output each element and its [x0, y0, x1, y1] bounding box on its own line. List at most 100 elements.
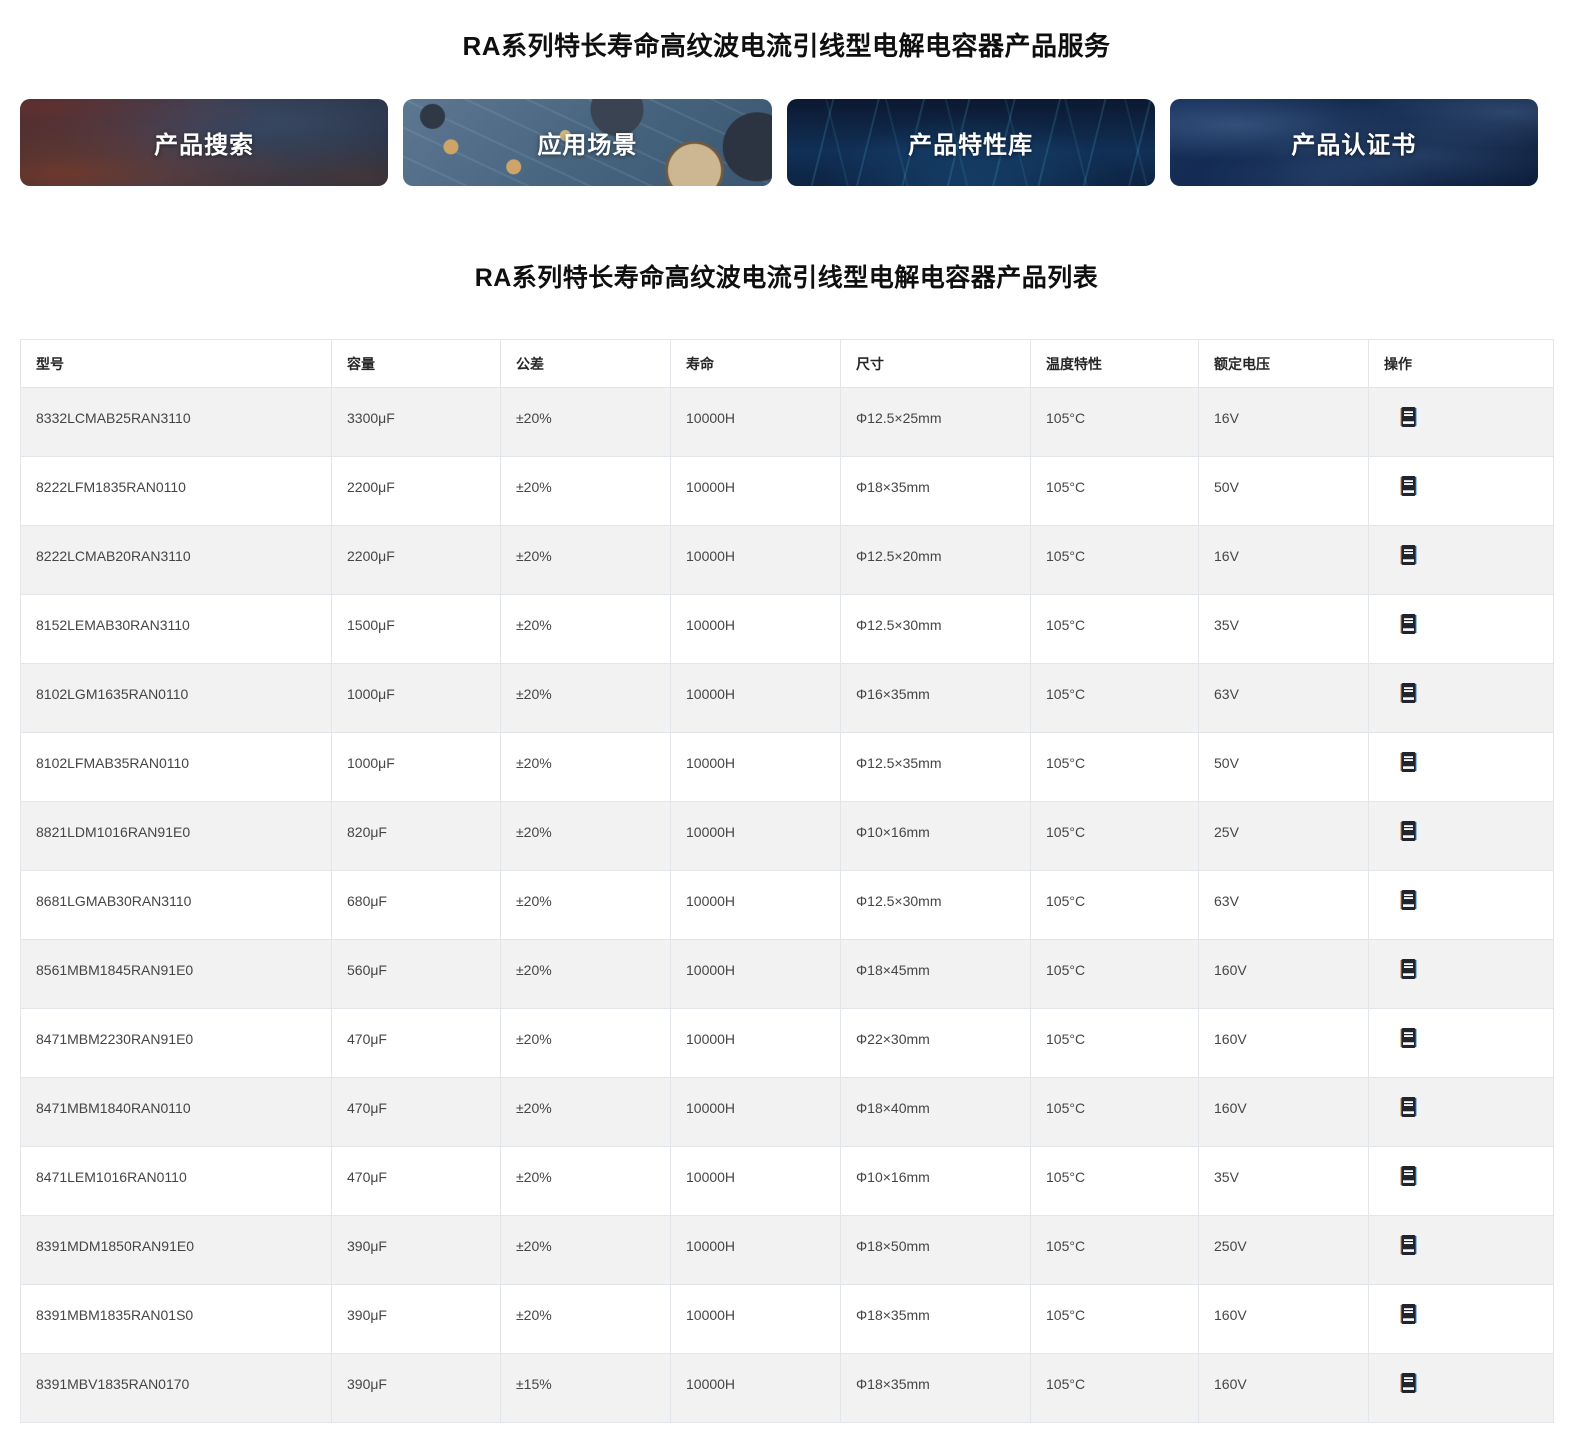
cell-action — [1368, 525, 1554, 595]
book-icon[interactable] — [1400, 959, 1417, 979]
book-icon[interactable] — [1400, 683, 1417, 703]
cell-temperature: 105°C — [1030, 1008, 1199, 1078]
cell-lifetime: 10000H — [670, 1077, 841, 1147]
cell-temperature: 105°C — [1030, 870, 1199, 940]
book-icon[interactable] — [1400, 1304, 1417, 1324]
book-icon[interactable] — [1400, 752, 1417, 772]
cell-tolerance: ±20% — [500, 456, 671, 526]
cell-action — [1368, 663, 1554, 733]
cell-model: 8391MBV1835RAN0170 — [20, 1353, 332, 1423]
cell-capacity: 3300μF — [331, 387, 501, 457]
cell-rated-voltage: 35V — [1198, 1146, 1369, 1216]
cell-model: 8471LEM1016RAN0110 — [20, 1146, 332, 1216]
cell-model: 8102LFMAB35RAN0110 — [20, 732, 332, 802]
book-icon[interactable] — [1400, 1235, 1417, 1255]
book-icon[interactable] — [1400, 614, 1417, 634]
cell-capacity: 470μF — [331, 1008, 501, 1078]
book-icon[interactable] — [1400, 1166, 1417, 1186]
cell-temperature: 105°C — [1030, 1284, 1199, 1354]
column-header-lifetime: 寿命 — [670, 339, 841, 388]
nav-cards: 产品搜索 应用场景 产品特性库 产品认证书 — [20, 99, 1538, 186]
table-row: 8561MBM1845RAN91E0 560μF ±20% 10000H Φ18… — [20, 939, 1554, 1009]
cell-action — [1368, 732, 1554, 802]
cell-action — [1368, 1146, 1554, 1216]
cell-model: 8222LFM1835RAN0110 — [20, 456, 332, 526]
cell-action — [1368, 1008, 1554, 1078]
cell-lifetime: 10000H — [670, 387, 841, 457]
book-icon[interactable] — [1400, 1373, 1417, 1393]
cell-lifetime: 10000H — [670, 525, 841, 595]
table-row: 8681LGMAB30RAN3110 680μF ±20% 10000H Φ12… — [20, 870, 1554, 940]
cell-rated-voltage: 50V — [1198, 456, 1369, 526]
column-header-model: 型号 — [20, 339, 332, 388]
nav-card-product-characteristics-library[interactable]: 产品特性库 — [786, 99, 1155, 186]
table-row: 8332LCMAB25RAN3110 3300μF ±20% 10000H Φ1… — [20, 387, 1554, 457]
cell-lifetime: 10000H — [670, 801, 841, 871]
book-icon[interactable] — [1400, 545, 1417, 565]
book-icon[interactable] — [1400, 476, 1417, 496]
cell-model: 8391MBM1835RAN01S0 — [20, 1284, 332, 1354]
cell-rated-voltage: 250V — [1198, 1215, 1369, 1285]
cell-tolerance: ±20% — [500, 1077, 671, 1147]
cell-lifetime: 10000H — [670, 663, 841, 733]
cell-temperature: 105°C — [1030, 732, 1199, 802]
book-icon[interactable] — [1400, 1097, 1417, 1117]
cell-size: Φ18×35mm — [840, 1284, 1031, 1354]
cell-size: Φ18×50mm — [840, 1215, 1031, 1285]
book-icon[interactable] — [1400, 821, 1417, 841]
column-header-rated-voltage: 额定电压 — [1198, 339, 1369, 388]
column-header-temperature: 温度特性 — [1030, 339, 1199, 388]
nav-card-application-scenarios[interactable]: 应用场景 — [403, 99, 772, 186]
cell-lifetime: 10000H — [670, 939, 841, 1009]
cell-temperature: 105°C — [1030, 387, 1199, 457]
cell-capacity: 390μF — [331, 1353, 501, 1423]
cell-model: 8471MBM2230RAN91E0 — [20, 1008, 332, 1078]
cell-action — [1368, 456, 1554, 526]
cell-capacity: 820μF — [331, 801, 501, 871]
cell-capacity: 470μF — [331, 1146, 501, 1216]
table-row: 8391MBM1835RAN01S0 390μF ±20% 10000H Φ18… — [20, 1284, 1554, 1354]
table-row: 8471MBM2230RAN91E0 470μF ±20% 10000H Φ22… — [20, 1008, 1554, 1078]
cell-capacity: 390μF — [331, 1215, 501, 1285]
nav-card-label: 产品认证书 — [1291, 132, 1417, 159]
cell-model: 8332LCMAB25RAN3110 — [20, 387, 332, 457]
cell-model: 8222LCMAB20RAN3110 — [20, 525, 332, 595]
cell-tolerance: ±20% — [500, 939, 671, 1009]
cell-tolerance: ±20% — [500, 525, 671, 595]
cell-action — [1368, 1077, 1554, 1147]
table-header-row: 型号 容量 公差 寿命 尺寸 温度特性 额定电压 操作 — [20, 339, 1554, 388]
cell-size: Φ18×35mm — [840, 456, 1031, 526]
cell-lifetime: 10000H — [670, 870, 841, 940]
table-row: 8222LCMAB20RAN3110 2200μF ±20% 10000H Φ1… — [20, 525, 1554, 595]
book-icon[interactable] — [1400, 890, 1417, 910]
table-row: 8391MBV1835RAN0170 390μF ±15% 10000H Φ18… — [20, 1353, 1554, 1423]
cell-lifetime: 10000H — [670, 594, 841, 664]
cell-temperature: 105°C — [1030, 663, 1199, 733]
book-icon[interactable] — [1400, 407, 1417, 427]
nav-card-product-certificates[interactable]: 产品认证书 — [1169, 99, 1538, 186]
book-icon[interactable] — [1400, 1028, 1417, 1048]
cell-action — [1368, 870, 1554, 940]
cell-rated-voltage: 160V — [1198, 1353, 1369, 1423]
nav-card-product-search[interactable]: 产品搜索 — [20, 99, 389, 186]
cell-model: 8391MDM1850RAN91E0 — [20, 1215, 332, 1285]
page-title: RA系列特长寿命高纹波电流引线型电解电容器产品服务 — [462, 31, 1111, 61]
cell-tolerance: ±20% — [500, 1284, 671, 1354]
cell-temperature: 105°C — [1030, 1146, 1199, 1216]
cell-size: Φ18×35mm — [840, 1353, 1031, 1423]
cell-rated-voltage: 16V — [1198, 525, 1369, 595]
cell-action — [1368, 1284, 1554, 1354]
cell-capacity: 680μF — [331, 870, 501, 940]
cell-size: Φ12.5×30mm — [840, 594, 1031, 664]
column-header-size: 尺寸 — [840, 339, 1031, 388]
cell-capacity: 470μF — [331, 1077, 501, 1147]
cell-lifetime: 10000H — [670, 1008, 841, 1078]
table-row: 8102LFMAB35RAN0110 1000μF ±20% 10000H Φ1… — [20, 732, 1554, 802]
nav-card-label: 产品搜索 — [154, 132, 255, 159]
cell-tolerance: ±20% — [500, 663, 671, 733]
cell-size: Φ10×16mm — [840, 801, 1031, 871]
cell-temperature: 105°C — [1030, 801, 1199, 871]
cell-lifetime: 10000H — [670, 456, 841, 526]
cell-temperature: 105°C — [1030, 1077, 1199, 1147]
nav-card-label: 产品特性库 — [908, 132, 1034, 159]
